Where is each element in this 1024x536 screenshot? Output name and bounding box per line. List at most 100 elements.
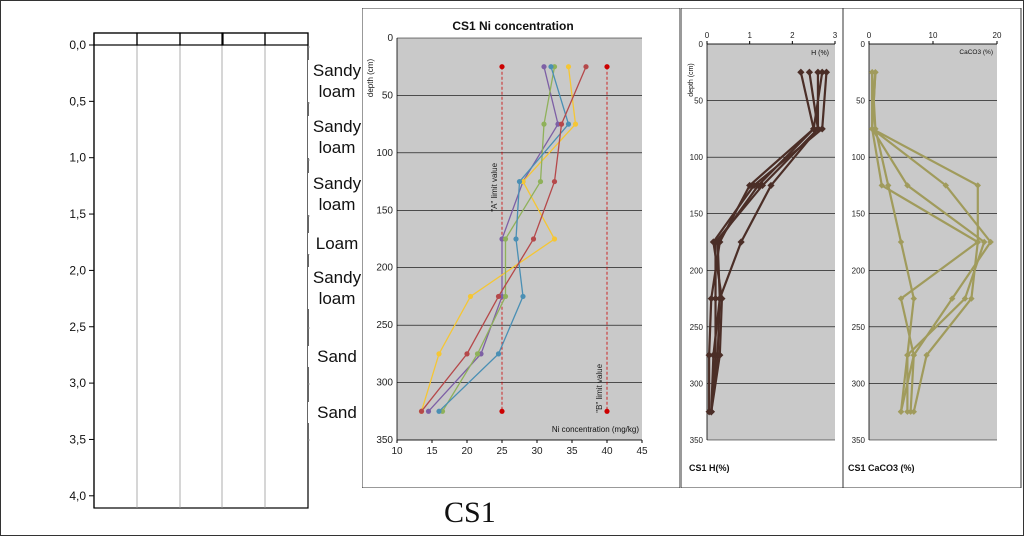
y-tick-label: 300 [852,379,866,388]
data-point [541,64,547,70]
core-column-cap [179,32,224,46]
data-point [551,178,558,185]
core-depth-tick-label: 1,5 [69,207,86,221]
x-tick-label: 1 [747,31,752,40]
core-depth-tick-label: 2,5 [69,320,86,334]
limit-marker [604,408,610,414]
h-percent-chart: 0 50 100 150 200 250 300 350 0 1 2 3 H (%) depth (cm)… [681,8,843,488]
data-point [464,351,470,357]
data-point [474,351,481,357]
x-tick-label: 3 [833,31,838,40]
core-depth-tick-label: 0,0 [69,38,86,52]
data-point [897,238,905,246]
data-point [767,181,775,190]
data-point [551,236,558,242]
y-tick-label: 100 [690,153,704,162]
caco3-percent-chart: 0 50 100 150 200 250 300 350 0 10 20 CaCO3 (%) CS1 C… [843,8,1022,488]
data-point [516,178,523,185]
x-tick-label: 35 [566,446,578,457]
data-point [558,121,565,127]
y-tick-label: 300 [376,378,393,389]
data-point [897,408,905,415]
data-point [541,121,547,127]
data-point [537,178,544,185]
data-point [436,351,442,357]
h-x-axis-label: H (%) [811,50,829,57]
data-point [818,68,826,76]
y-tick-label: 100 [852,153,866,162]
data-point [502,293,509,300]
core-outer-box [93,32,309,509]
y-tick-label: 100 [376,148,393,159]
x-tick-label: 2 [790,31,795,40]
y-tick-label: 50 [382,90,394,101]
core-depth-tick-label: 3,5 [69,432,86,446]
data-point [822,68,831,76]
core-depth-tick-label: 3,0 [69,376,86,390]
data-point [418,408,425,414]
x-tick-label: 0 [705,31,710,40]
soil-label: Sandy loam [308,267,366,309]
data-point [754,181,762,190]
y-tick-label: 250 [852,323,866,332]
data-point [513,236,519,242]
y-tick-label: 0 [387,33,393,44]
limit-label: "B" limit value [595,363,604,412]
x-tick-label: 40 [601,446,613,457]
y-tick-label: 200 [852,266,866,275]
data-point [436,408,442,414]
y-tick-label: 200 [690,266,704,275]
ni-x-axis-label: Ni concentration (mg/kg) [552,425,639,434]
core-column-cap [264,32,309,46]
x-tick-label: 45 [636,446,648,457]
x-tick-label: 20 [993,31,1002,40]
data-point [565,121,572,127]
data-point [814,68,822,76]
soil-label: Sand [308,345,366,367]
x-tick-label: 10 [929,31,938,40]
plot-area [397,38,642,440]
core-depth-tick-label: 2,0 [69,263,86,277]
data-point [707,294,715,303]
data-point [502,236,509,242]
caco3-x-axis-label: CaCO3 (%) [959,49,993,56]
plot-area [707,44,835,440]
data-point [425,408,432,414]
x-tick-label: 30 [531,446,543,457]
y-tick-label: 50 [856,97,865,106]
core-depth-tick-label: 4,0 [69,489,86,503]
h-chart-title: CS1 H(%) [689,463,730,473]
data-point [467,293,474,300]
h-y-axis-label: depth (cm) [688,63,695,96]
x-tick-label: 15 [426,446,438,457]
x-tick-label: 0 [867,31,872,40]
y-tick-label: 350 [852,436,866,445]
data-point [583,64,589,70]
core-depth-tick-label: 1,0 [69,151,86,165]
y-tick-label: 150 [690,210,704,219]
limit-label: "A" limit value [490,162,499,211]
y-tick-label: 150 [376,205,393,216]
soil-label: Loam [308,232,366,254]
data-point [548,64,554,70]
data-point [705,351,713,359]
limit-marker [604,64,610,70]
x-tick-label: 20 [461,446,473,457]
y-tick-label: 50 [694,97,703,106]
y-tick-label: 250 [690,323,704,332]
core-depth-tick-label: 0,5 [69,94,86,108]
y-tick-label: 0 [699,40,704,49]
limit-marker [499,408,505,414]
data-point [530,236,537,242]
data-point [897,295,905,302]
ni-y-axis-label: depth (cm) [366,59,375,98]
data-point [961,295,969,302]
data-point [520,293,526,300]
data-point [495,293,502,300]
x-tick-label: 10 [391,446,403,457]
y-tick-label: 350 [376,435,393,446]
soil-core-diagram: 0,0 0,5 1,0 1,5 2,0 2,5 3,0 3,5 4,0 [69,32,310,509]
y-tick-label: 250 [376,320,393,331]
y-tick-label: 200 [376,263,393,274]
